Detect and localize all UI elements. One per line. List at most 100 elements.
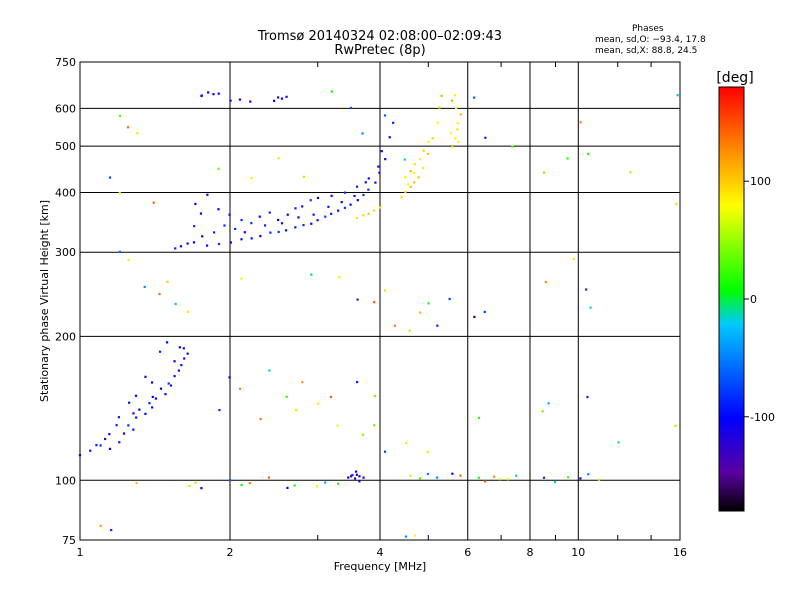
data-point bbox=[183, 357, 186, 360]
data-point bbox=[383, 114, 387, 117]
data-point bbox=[362, 214, 365, 217]
data-point bbox=[179, 245, 183, 248]
data-point bbox=[440, 94, 443, 97]
data-point bbox=[294, 226, 297, 229]
data-point bbox=[301, 205, 304, 208]
data-point bbox=[544, 280, 547, 284]
data-point bbox=[383, 450, 387, 453]
data-point bbox=[356, 298, 359, 301]
data-point bbox=[193, 225, 196, 228]
data-point bbox=[364, 181, 367, 184]
data-point bbox=[436, 476, 439, 479]
data-point bbox=[449, 132, 453, 135]
data-point bbox=[515, 474, 518, 477]
data-point bbox=[409, 474, 412, 477]
data-point bbox=[234, 227, 237, 231]
data-point bbox=[132, 428, 135, 431]
x-tick-label: 4 bbox=[377, 546, 384, 559]
data-point bbox=[427, 140, 430, 144]
x-tick-label: 10 bbox=[571, 546, 585, 559]
data-point bbox=[285, 95, 288, 98]
data-point bbox=[108, 176, 112, 179]
data-point bbox=[448, 297, 451, 301]
data-point bbox=[347, 476, 350, 479]
data-point bbox=[356, 380, 359, 384]
data-point bbox=[127, 258, 130, 262]
data-point bbox=[136, 132, 139, 135]
data-point bbox=[240, 238, 243, 241]
colorbar bbox=[718, 86, 745, 512]
data-point bbox=[427, 302, 430, 305]
data-point bbox=[355, 216, 359, 220]
data-point bbox=[409, 170, 412, 173]
data-point bbox=[158, 350, 162, 353]
data-point bbox=[384, 158, 387, 161]
data-point bbox=[543, 171, 546, 174]
data-point bbox=[135, 416, 138, 419]
data-point bbox=[361, 132, 364, 135]
data-point bbox=[373, 301, 376, 304]
data-point bbox=[459, 113, 462, 116]
data-point bbox=[294, 207, 297, 210]
data-point bbox=[229, 241, 232, 244]
data-point bbox=[542, 476, 546, 479]
data-point bbox=[336, 482, 340, 485]
data-point bbox=[455, 106, 458, 110]
phases-info-line-x: mean, sd,X: 88.8, 24.5 bbox=[595, 46, 697, 56]
data-point bbox=[228, 479, 232, 482]
colorbar-ticks: 100 0 -100 bbox=[744, 175, 775, 424]
data-point bbox=[164, 393, 167, 396]
data-point bbox=[108, 447, 112, 450]
y-tick-labels: 75 100 200 300 400 500 600 750 bbox=[55, 56, 76, 547]
data-point bbox=[248, 482, 251, 485]
data-point bbox=[167, 382, 170, 385]
data-point bbox=[353, 477, 357, 480]
data-point bbox=[122, 432, 126, 435]
data-point bbox=[336, 424, 339, 427]
data-point bbox=[674, 424, 677, 427]
data-point bbox=[212, 93, 215, 96]
data-point bbox=[419, 158, 422, 161]
data-point bbox=[377, 165, 380, 168]
data-point bbox=[250, 176, 253, 180]
data-point bbox=[192, 241, 196, 244]
data-point bbox=[413, 534, 417, 537]
data-point bbox=[354, 470, 358, 473]
data-point bbox=[484, 480, 487, 483]
data-point bbox=[579, 477, 582, 480]
data-point bbox=[110, 528, 113, 532]
data-point bbox=[426, 450, 429, 454]
data-point bbox=[356, 199, 359, 202]
y-tick-label: 200 bbox=[55, 330, 76, 343]
data-point bbox=[180, 364, 183, 367]
data-point bbox=[379, 206, 382, 209]
data-point bbox=[477, 476, 480, 479]
data-point bbox=[286, 486, 289, 490]
data-point bbox=[351, 474, 354, 477]
data-point bbox=[148, 402, 151, 405]
data-point bbox=[310, 222, 313, 225]
data-point bbox=[367, 177, 370, 180]
data-point bbox=[127, 424, 130, 427]
data-point bbox=[406, 183, 410, 186]
data-point bbox=[353, 194, 356, 198]
phases-info-title: Phases bbox=[632, 24, 664, 34]
data-point bbox=[388, 136, 391, 139]
data-point bbox=[128, 401, 131, 404]
x-tick-label: 8 bbox=[527, 546, 534, 559]
data-point bbox=[259, 235, 262, 238]
data-point bbox=[454, 137, 457, 140]
data-point bbox=[250, 237, 253, 240]
data-point bbox=[115, 424, 118, 427]
data-point bbox=[589, 306, 592, 309]
data-point bbox=[138, 408, 141, 411]
data-point bbox=[143, 285, 146, 288]
data-point bbox=[421, 166, 425, 170]
data-point bbox=[572, 257, 575, 261]
data-point bbox=[676, 94, 679, 97]
data-point bbox=[118, 192, 121, 195]
data-point bbox=[436, 121, 439, 124]
data-point bbox=[152, 201, 155, 204]
data-point bbox=[158, 292, 161, 296]
